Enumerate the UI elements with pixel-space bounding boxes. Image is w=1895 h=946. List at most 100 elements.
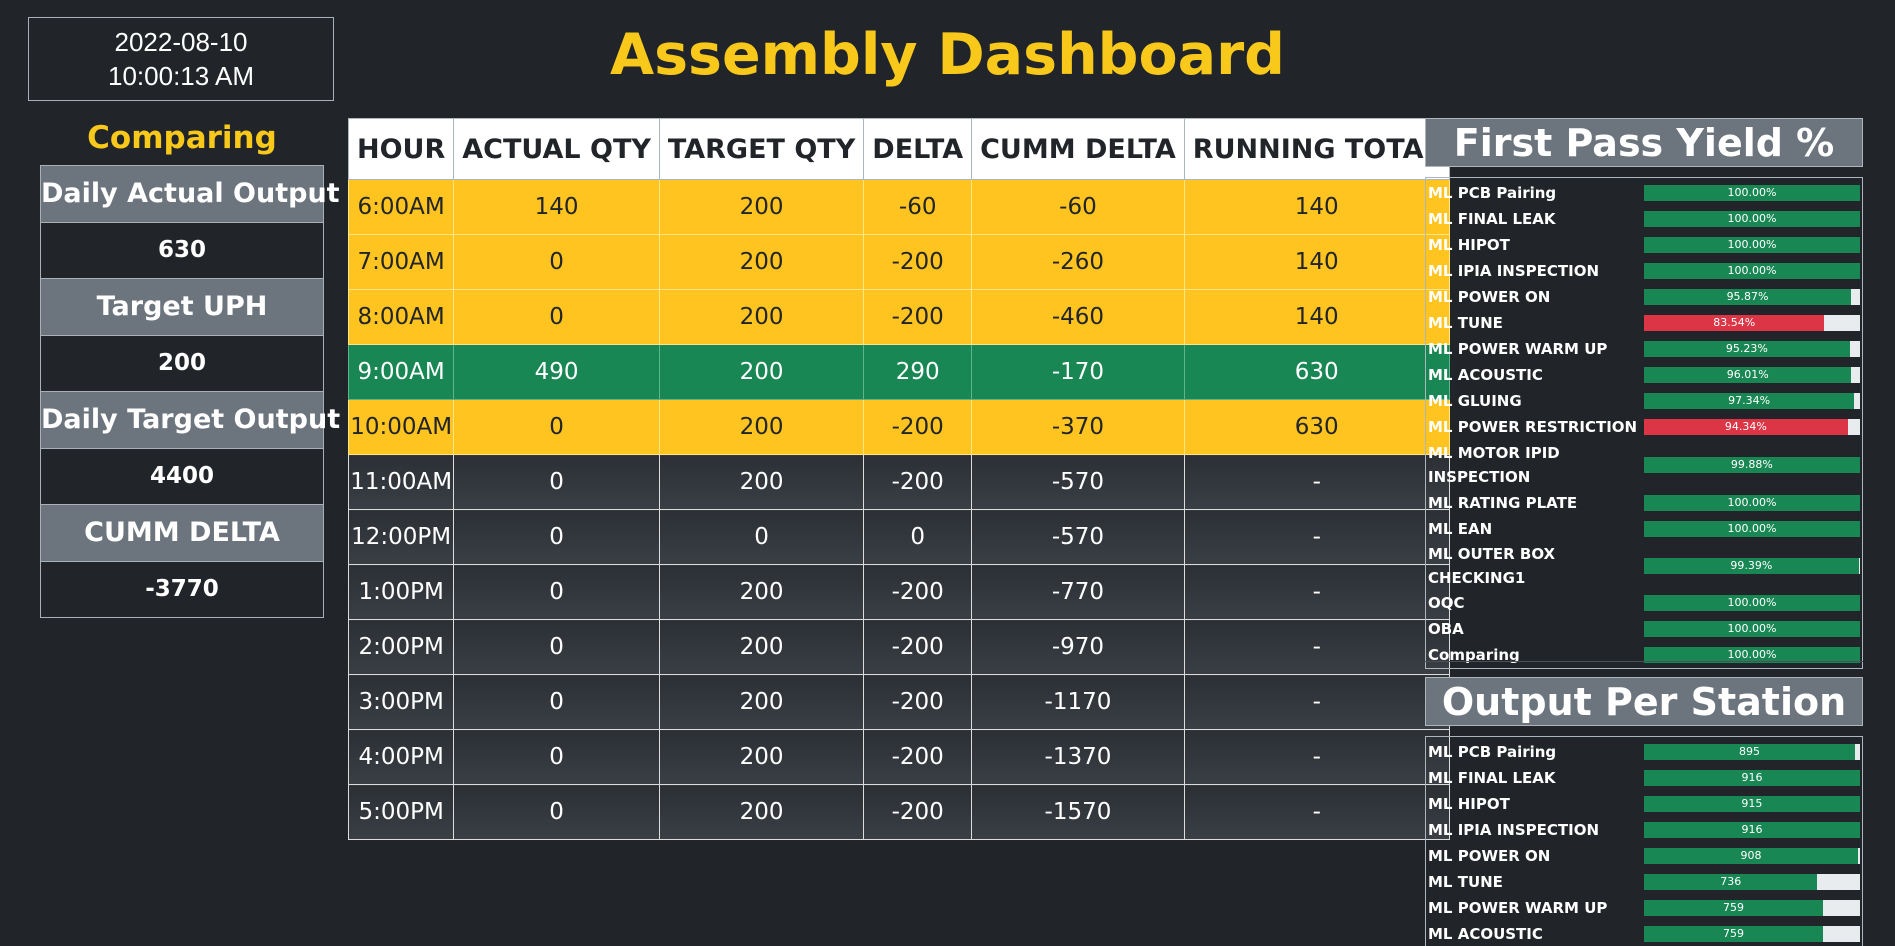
station-name: ML PCB Pairing — [1428, 184, 1557, 202]
progress-bar-fill: 96.01% — [1644, 367, 1852, 383]
cell-actual-qty: 0 — [453, 509, 660, 565]
progress-bar-fill: 759 — [1644, 900, 1824, 916]
station-row: ML POWER WARM UP 759 — [1426, 895, 1862, 921]
cell-delta: 0 — [863, 509, 973, 565]
column-header-delta: DELTA — [863, 118, 973, 180]
station-name: ML FINAL LEAK — [1428, 210, 1556, 228]
table-row: 1:00PM 0 200 -200 -770- — [347, 564, 1450, 620]
cell-delta: -200 — [863, 619, 973, 675]
progress-bar: 100.00% — [1644, 595, 1860, 611]
cell-actual-qty: 0 — [453, 399, 660, 455]
progress-bar-fill: 100.00% — [1644, 211, 1860, 227]
cell-delta: -200 — [863, 674, 973, 730]
cumm-delta-label: CUMM DELTA — [41, 505, 323, 562]
station-name: ML EAN — [1428, 520, 1493, 538]
cell-hour: 12:00PM — [347, 509, 455, 565]
output-per-station-title: Output Per Station — [1425, 677, 1863, 726]
cell-cumm-delta: -970 — [971, 619, 1185, 675]
cell-delta: -200 — [863, 234, 973, 290]
station-row: ML TUNE 736 — [1426, 869, 1862, 895]
progress-bar: 100.00% — [1644, 521, 1860, 537]
progress-bar: 99.88% — [1644, 457, 1860, 473]
cell-target-qty: 200 — [658, 674, 865, 730]
station-name: ML GLUING — [1428, 392, 1522, 410]
cell-actual-qty: 140 — [453, 179, 660, 235]
progress-bar: 96.01% — [1644, 367, 1860, 383]
cell-delta: -200 — [863, 564, 973, 620]
cell-actual-qty: 0 — [453, 729, 660, 785]
station-name: ML TUNE — [1428, 314, 1503, 332]
cell-cumm-delta: -770 — [971, 564, 1185, 620]
cell-actual-qty: 0 — [453, 234, 660, 290]
table-row: 7:00AM 0 200 -200 -260 140 — [347, 234, 1450, 290]
cell-hour: 11:00AM — [347, 454, 455, 510]
column-header-target-qty: TARGET QTY — [658, 118, 865, 180]
progress-bar-fill: 97.34% — [1644, 393, 1855, 409]
progress-bar-fill: 916 — [1644, 822, 1860, 838]
cell-cumm-delta: -170 — [971, 344, 1185, 400]
station-row: ML GLUING 97.34% — [1426, 388, 1862, 414]
progress-bar: 97.34% — [1644, 393, 1860, 409]
comparing-summary: Daily Actual Output 630 Target UPH 200 D… — [40, 165, 340, 618]
station-row: ML ACOUSTIC 759 — [1426, 921, 1862, 946]
progress-bar: 100.00% — [1644, 621, 1860, 637]
progress-bar-fill: 99.88% — [1644, 457, 1860, 473]
comparing-title: Comparing — [87, 120, 277, 156]
cell-actual-qty: 0 — [453, 674, 660, 730]
station-name: ML IPIA INSPECTION — [1428, 262, 1599, 280]
station-row: OQC 100.00% — [1426, 590, 1862, 616]
cell-actual-qty: 0 — [453, 454, 660, 510]
cell-hour: 3:00PM — [347, 674, 455, 730]
progress-bar-fill: 95.23% — [1644, 341, 1850, 357]
progress-bar-fill: 94.34% — [1644, 419, 1848, 435]
cell-cumm-delta: -570 — [971, 454, 1185, 510]
cell-delta: -200 — [863, 289, 973, 345]
cell-hour: 1:00PM — [347, 564, 455, 620]
station-name: ML IPIA INSPECTION — [1428, 821, 1599, 839]
datetime-display: 2022-08-10 10:00:13 AM — [28, 17, 334, 101]
daily-actual-output-label: Daily Actual Output — [41, 166, 340, 223]
cell-delta: 290 — [863, 344, 973, 400]
cell-running-total: 630 — [1183, 344, 1450, 400]
station-name: ML HIPOT — [1428, 795, 1510, 813]
cell-cumm-delta: -460 — [971, 289, 1185, 345]
progress-bar: 100.00% — [1644, 237, 1860, 253]
progress-bar: 83.54% — [1644, 315, 1860, 331]
cell-running-total: 140 — [1183, 234, 1450, 290]
progress-bar: 915 — [1644, 796, 1860, 812]
column-header-hour: HOUR — [347, 118, 455, 180]
cell-running-total: - — [1183, 784, 1450, 840]
cell-running-total: 140 — [1183, 179, 1450, 235]
table-row: 4:00PM 0 200 -200 -1370- — [347, 729, 1450, 785]
station-row: ML POWER ON 908 — [1426, 843, 1862, 869]
cell-running-total: - — [1183, 619, 1450, 675]
station-name: ML POWER ON — [1428, 288, 1551, 306]
station-name: ML PCB Pairing — [1428, 743, 1557, 761]
station-row: ML HIPOT 100.00% — [1426, 232, 1862, 258]
cell-hour: 5:00PM — [347, 784, 455, 840]
cell-target-qty: 200 — [658, 454, 865, 510]
cell-actual-qty: 0 — [453, 619, 660, 675]
cell-delta: -200 — [863, 454, 973, 510]
progress-bar-fill: 99.39% — [1644, 558, 1859, 574]
cell-actual-qty: 0 — [453, 289, 660, 345]
progress-bar: 95.23% — [1644, 341, 1860, 357]
cell-cumm-delta: -60 — [971, 179, 1185, 235]
station-row: ML EAN 100.00% — [1426, 516, 1862, 542]
table-row: 9:00AM 490 200 290 -170 630 — [347, 344, 1450, 400]
station-row: ML PCB Pairing 895 — [1426, 739, 1862, 765]
progress-bar-fill: 908 — [1644, 848, 1859, 864]
progress-bar-fill: 100.00% — [1644, 595, 1860, 611]
cell-target-qty: 200 — [658, 729, 865, 785]
cell-target-qty: 200 — [658, 619, 865, 675]
progress-bar: 100.00% — [1644, 263, 1860, 279]
cell-cumm-delta: -1370 — [971, 729, 1185, 785]
progress-bar-fill: 895 — [1644, 744, 1856, 760]
progress-bar: 916 — [1644, 822, 1860, 838]
cell-cumm-delta: -260 — [971, 234, 1185, 290]
cell-target-qty: 200 — [658, 289, 865, 345]
progress-bar-fill: 83.54% — [1644, 315, 1825, 331]
cell-hour: 2:00PM — [347, 619, 455, 675]
progress-bar: 759 — [1644, 926, 1860, 942]
progress-bar-fill: 100.00% — [1644, 185, 1860, 201]
